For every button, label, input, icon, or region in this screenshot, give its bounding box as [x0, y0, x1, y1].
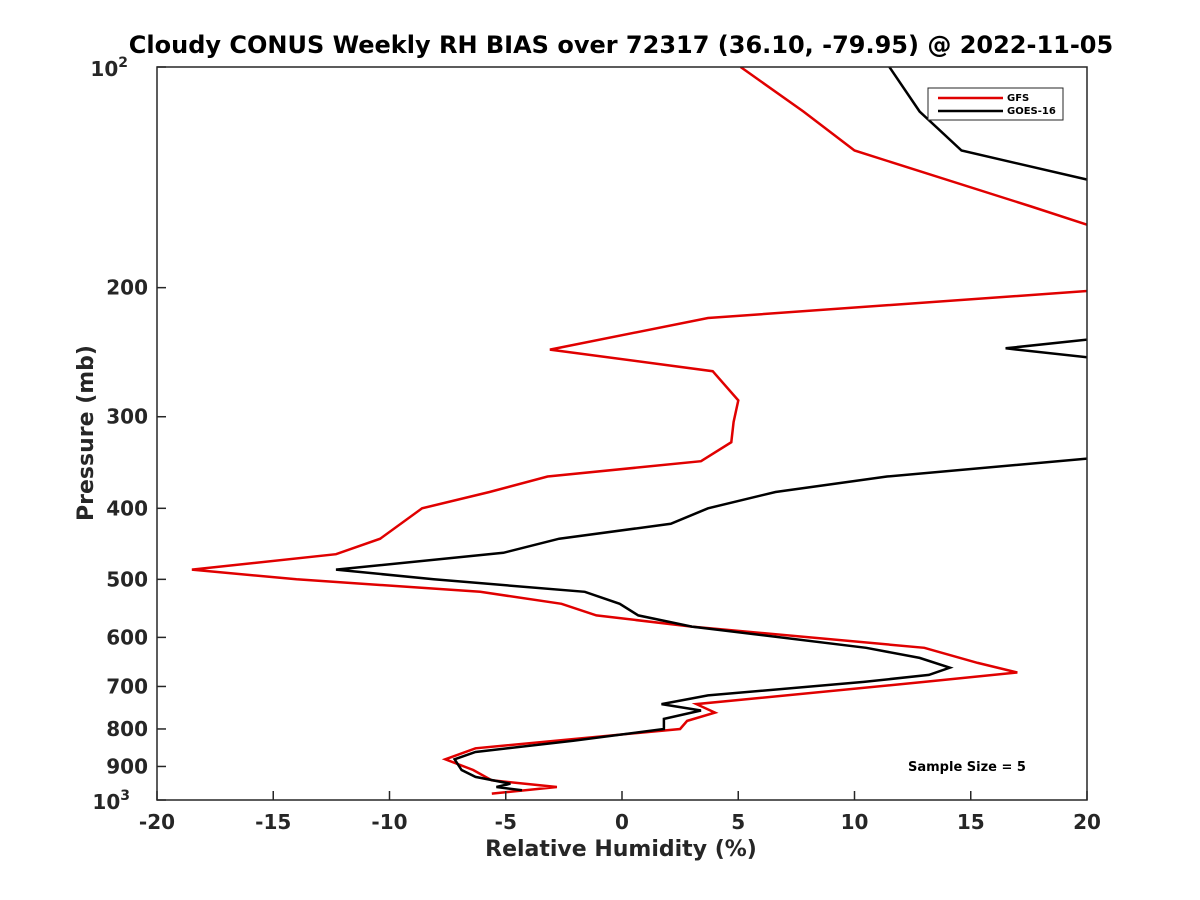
series-layer	[191, 67, 1087, 795]
y-tick-label: 600	[106, 625, 148, 649]
plot-frame	[156, 66, 1088, 801]
legend-label-gfs: GFS	[1007, 93, 1029, 104]
y-tick-label: 700	[106, 674, 148, 698]
y-axis-label: Pressure (mb)	[74, 345, 99, 521]
x-tick-label: 20	[1073, 810, 1101, 834]
sample-size-annotation: Sample Size = 5	[908, 760, 1026, 775]
x-tick-label: -10	[371, 810, 407, 834]
legend-box	[927, 87, 1064, 121]
y-tick-label: 500	[106, 567, 148, 591]
legend-label-goes16: GOES-16	[1007, 106, 1056, 117]
series-line-gfs	[191, 67, 1087, 795]
y-tick-label-bottom: 103	[92, 788, 130, 814]
x-axis-label: Relative Humidity (%)	[485, 837, 757, 862]
x-tick-label: -5	[495, 810, 517, 834]
chart-title: Cloudy CONUS Weekly RH BIAS over 72317 (…	[129, 31, 1113, 59]
x-tick-label: -15	[255, 810, 291, 834]
y-tick-label: 900	[106, 754, 148, 778]
x-tick-label: 10	[841, 810, 869, 834]
y-tick-label: 200	[106, 276, 148, 300]
y-axis: 200 300 400 500 600 700 800 900	[106, 66, 166, 801]
series-line-goes16	[335, 67, 1087, 792]
y-tick-label: 300	[106, 405, 148, 429]
x-tick-label: 15	[957, 810, 985, 834]
x-axis: -20 -15 -10 -5 0 5 10 15 20	[139, 791, 1101, 834]
x-tick-label: 5	[731, 810, 745, 834]
y-tick-label: 400	[106, 496, 148, 520]
y-tick-label-top: 102	[90, 55, 128, 81]
y-tick-label: 800	[106, 717, 148, 741]
x-tick-label: -20	[139, 810, 175, 834]
x-tick-label: 0	[615, 810, 629, 834]
legend: GFS GOES-16	[927, 87, 1064, 121]
